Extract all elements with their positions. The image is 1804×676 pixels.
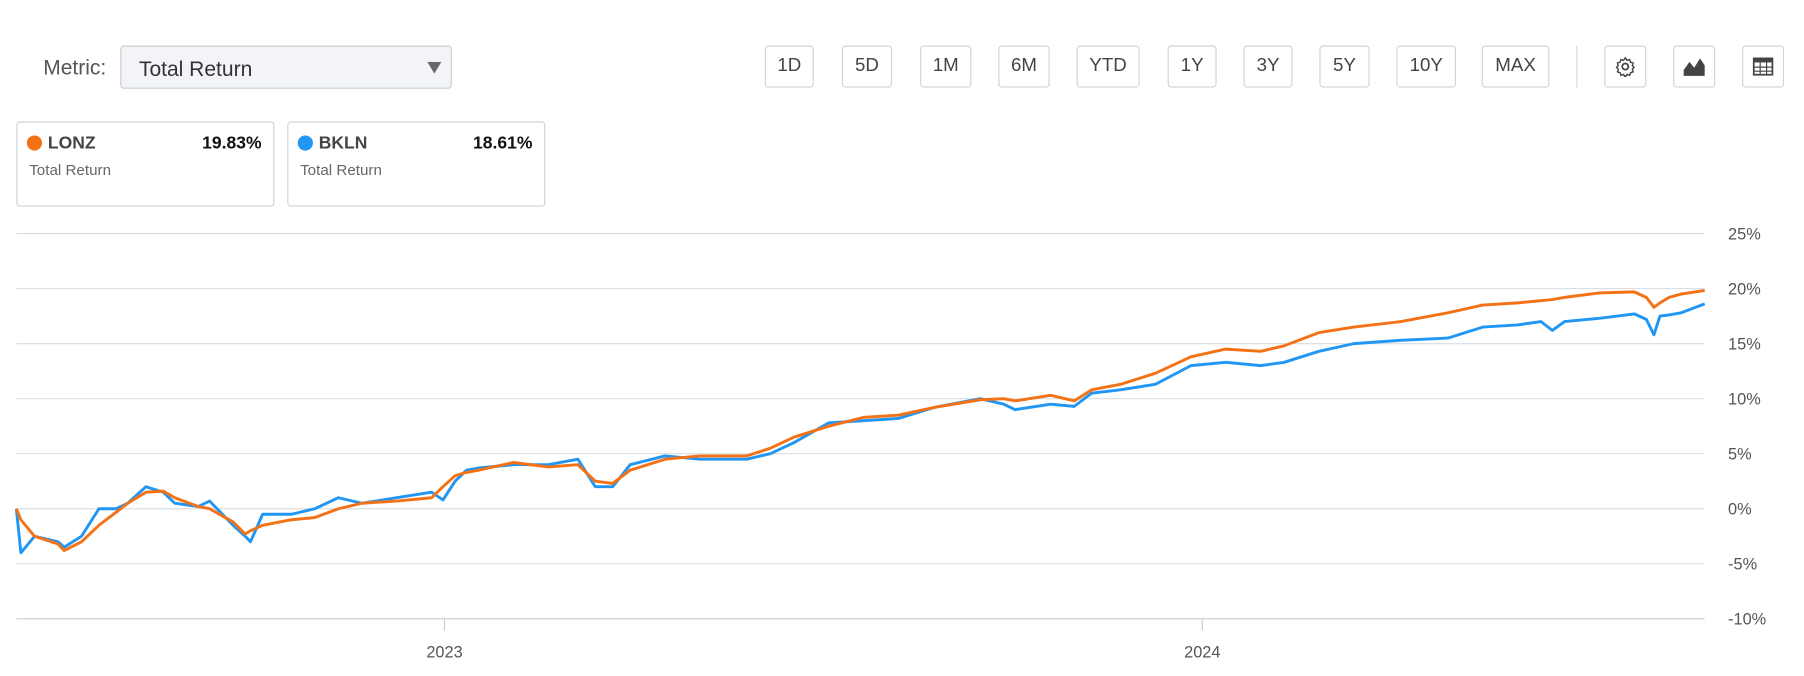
legend-name: BKLN — [318, 133, 368, 153]
gear-icon — [1615, 56, 1636, 78]
separator — [1576, 45, 1578, 88]
range-button[interactable]: 3Y — [1243, 45, 1293, 88]
y-tick-label: 20% — [1728, 280, 1761, 298]
range-button[interactable]: 5Y — [1319, 45, 1370, 88]
legend-value: 18.61% — [473, 133, 533, 153]
range-button[interactable]: 1M — [920, 45, 972, 88]
y-tick-label: -5% — [1728, 556, 1757, 574]
legend-metric: Total Return — [300, 161, 382, 179]
legend-metric: Total Return — [29, 161, 112, 179]
metric-dropdown[interactable]: Total Return — [120, 45, 452, 89]
x-tick-label: 2024 — [1184, 643, 1220, 661]
y-tick-label: 0% — [1728, 501, 1752, 519]
metric-label: Metric: — [43, 56, 107, 80]
y-tick-label: 10% — [1728, 390, 1761, 408]
range-button[interactable]: 1D — [764, 45, 814, 88]
legend-card: BKLN 18.61% Total Return — [287, 121, 546, 207]
settings-button[interactable] — [1604, 45, 1647, 88]
chart-type-button[interactable] — [1673, 45, 1716, 88]
range-button[interactable]: MAX — [1481, 45, 1550, 88]
y-tick-label: 15% — [1728, 335, 1761, 353]
dropdown-arrow — [427, 61, 442, 74]
legend-dot — [26, 135, 43, 151]
table-button[interactable] — [1742, 45, 1785, 88]
legend-value: 19.83% — [202, 133, 262, 153]
area-icon — [1683, 58, 1705, 76]
legend-dot — [297, 135, 313, 151]
series-line — [14, 288, 1705, 553]
y-tick-label: 5% — [1728, 446, 1752, 464]
table-icon — [1752, 57, 1774, 76]
y-tick-label: 25% — [1728, 225, 1761, 243]
legend-name: LONZ — [47, 133, 96, 153]
metric-value: Total Return — [138, 57, 253, 81]
range-button[interactable]: 6M — [998, 45, 1050, 88]
range-button[interactable]: 5D — [841, 45, 893, 88]
y-tick-label: -10% — [1728, 611, 1766, 629]
legend-card: LONZ 19.83% Total Return — [16, 121, 275, 207]
series-line — [14, 302, 1706, 555]
range-button[interactable]: 1Y — [1167, 45, 1217, 88]
range-button[interactable]: 10Y — [1396, 45, 1456, 88]
range-button[interactable]: YTD — [1076, 45, 1140, 88]
x-tick-label: 2023 — [426, 643, 462, 661]
